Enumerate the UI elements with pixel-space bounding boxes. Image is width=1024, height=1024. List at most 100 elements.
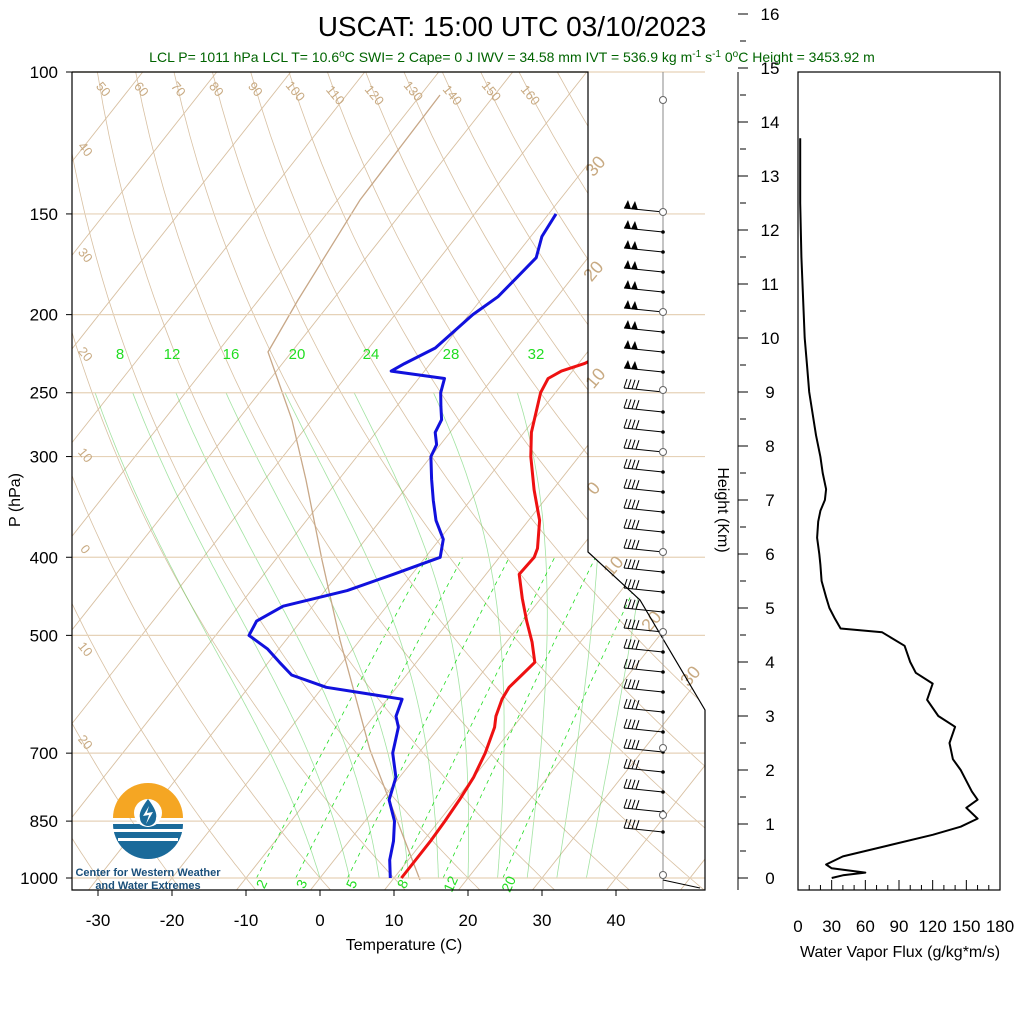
moist-adiabat-line: [94, 392, 321, 879]
flux-tick-label: 150: [952, 917, 980, 936]
isotherm-line: [72, 72, 588, 890]
isotherm-label-right: 0: [583, 478, 605, 499]
calm-wind-icon: [659, 386, 667, 394]
calm-wind-icon: [659, 548, 667, 556]
isotherm-line: [528, 72, 705, 890]
height-tick-label: 16: [761, 5, 780, 24]
lcl-pressure: LCL P= 1011 hPa: [149, 49, 259, 65]
wind-barbs: [623, 72, 701, 890]
temperature-tick-label: -10: [234, 911, 259, 930]
wind-barb-icon: [623, 598, 665, 614]
dry-adiabat-line: [403, 72, 705, 890]
flux-profile-line: [799, 138, 979, 879]
height-tick-label: 4: [765, 653, 774, 672]
flux-tick-label: 120: [918, 917, 946, 936]
mixing-ratio-label: 24: [363, 346, 380, 363]
wind-barb-icon: [623, 578, 665, 594]
dry-adiabat-line: [135, 72, 636, 890]
ivt-value: IVT = 536.9 kg m: [586, 49, 693, 65]
isotherm-label: 40: [75, 139, 96, 160]
isotherm-label: 70: [168, 79, 189, 100]
dry-adiabat-line: [72, 72, 411, 890]
wind-barb-icon: [623, 758, 665, 774]
wind-barb-icon: [623, 518, 665, 534]
wind-barb-icon: [623, 658, 665, 674]
parcel-path: [267, 94, 441, 881]
isotherm-label: 120: [362, 82, 387, 108]
dry-adiabat-line: [556, 72, 705, 890]
isotherm-label: 150: [479, 78, 504, 104]
pressure-tick-label: 150: [30, 205, 58, 224]
isotherm-label: 160: [518, 82, 543, 108]
wind-barb-icon: [623, 398, 665, 414]
wind-barb-icon: [623, 818, 665, 834]
wind-barb-icon: [623, 498, 665, 514]
pressure-tick-label: 850: [30, 812, 58, 831]
dewpoint-profile-line: [247, 213, 558, 879]
mixing-ratio-label: 20: [498, 873, 519, 894]
isotherm-line: [72, 72, 440, 890]
pressure-tick-label: 200: [30, 306, 58, 325]
isotherm-label-right: 30: [581, 152, 609, 180]
mixing-ratio-label: 12: [440, 873, 461, 894]
isotherm-label-right: 20: [579, 257, 607, 285]
pressure-tick-label: 400: [30, 548, 58, 567]
cape-value: Cape= 0 J: [409, 49, 473, 65]
wind-barb-icon: [623, 638, 665, 654]
flux-tick-label: 180: [986, 917, 1014, 936]
isotherm-line: [72, 72, 292, 890]
isotherm-line: [72, 72, 514, 890]
temperature-tick-label: 10: [385, 911, 404, 930]
logo-drop-icon: [139, 799, 157, 826]
calm-wind-icon: [659, 448, 667, 456]
calm-wind-icon: [659, 96, 667, 104]
height-tick-label: 7: [765, 491, 774, 510]
isotherm-label-right: 10: [581, 364, 609, 392]
pressure-tick-label: 500: [30, 626, 58, 645]
temperature-tick-label: -30: [86, 911, 111, 930]
dry-adiabat-line: [72, 72, 336, 890]
pressure-tick-label: 1000: [20, 869, 58, 888]
moist-adiabat-line: [516, 392, 548, 879]
dry-adiabat-line: [173, 72, 705, 890]
isotherm-label: 20: [75, 344, 96, 365]
mixing-ratio-label: 32: [528, 346, 545, 363]
logo-water-icon: [113, 824, 183, 859]
dry-adiabat-line: [72, 72, 186, 890]
swi-value: SWI= 2: [359, 49, 406, 65]
mixing-ratio-label: 28: [443, 346, 460, 363]
mixing-ratio-label: 3: [293, 877, 311, 891]
isotherm-label: 50: [93, 79, 114, 100]
isotherm-line: [380, 72, 705, 890]
height-tick-label: 15: [761, 59, 780, 78]
calm-wind-icon: [659, 811, 667, 819]
mixing-ratio-label: 20: [289, 346, 306, 363]
moist-adiabat-line: [353, 392, 469, 878]
mixing-ratio-line: [442, 557, 596, 879]
flux-tick-label: 0: [793, 917, 802, 936]
temperature-tick-label: -20: [160, 911, 185, 930]
dry-adiabat-line: [72, 72, 486, 890]
wind-barb-icon: [623, 738, 665, 754]
temperature-tick-label: 40: [607, 911, 626, 930]
freezing-level: 0: [725, 49, 733, 65]
height-tick-label: 9: [765, 383, 774, 402]
wind-barb-icon: [623, 280, 665, 294]
height-axis-label: Height (Km): [714, 467, 731, 552]
pressure-tick-label: 250: [30, 384, 58, 403]
dry-adiabat-line: [749, 72, 1024, 895]
isotherm-line: [454, 72, 705, 890]
calm-wind-icon: [659, 628, 667, 636]
height-tick-label: 11: [761, 275, 779, 294]
temperature-tick-label: 20: [459, 911, 478, 930]
wind-barb-icon: [623, 378, 665, 394]
dry-adiabat-line: [711, 72, 1024, 895]
temperature-profile-line: [400, 360, 588, 879]
pressure-tick-label: 700: [30, 744, 58, 763]
wind-barb-icon: [623, 260, 665, 274]
wind-barb-icon: [623, 718, 665, 734]
isotherm-line: [72, 72, 218, 890]
wind-barb-icon: [623, 320, 665, 334]
isobar-lines: [72, 71, 705, 879]
